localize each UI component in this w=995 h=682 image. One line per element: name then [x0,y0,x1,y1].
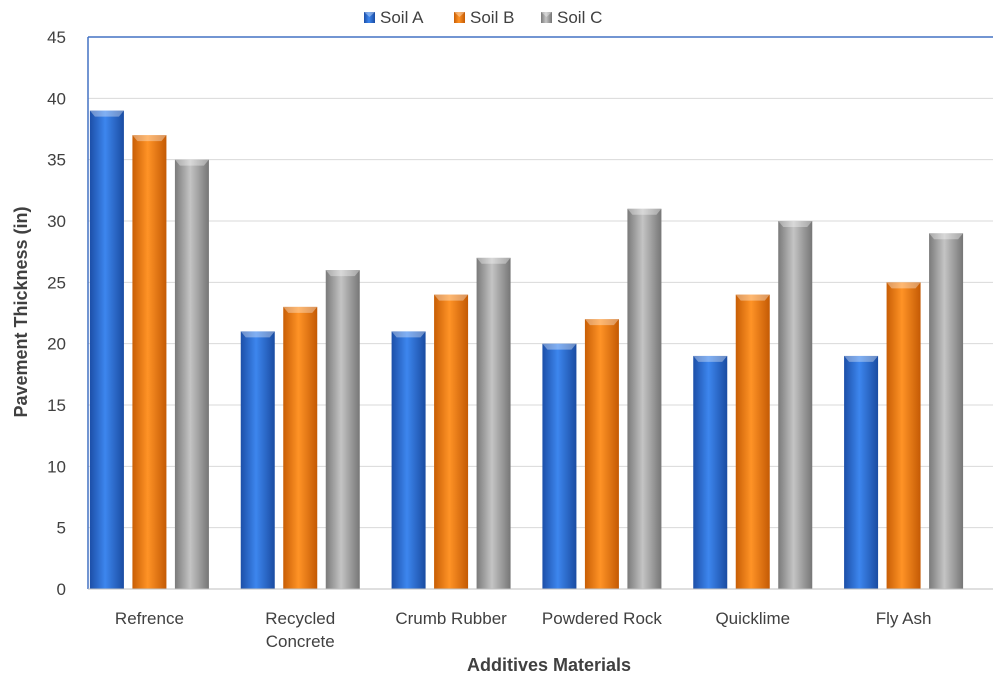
bar-soil-c [476,257,511,589]
y-tick-label: 30 [47,212,66,231]
legend-label: Soil A [380,8,424,27]
bar-cap [391,331,426,338]
bar-cap [584,319,619,326]
bar-cap [735,294,770,301]
y-axis-title: Pavement Thickness (in) [11,206,31,417]
legend-label: Soil C [557,8,602,27]
x-tick-label: Fly Ash [876,609,932,628]
bar-cap [325,270,360,277]
bar-cap [542,343,577,350]
bar-soil-b [886,282,921,589]
bar-cap [627,208,662,215]
legend: Soil A Soil B Soil C [364,8,602,27]
bar-soil-a [391,331,426,589]
y-tick-label: 20 [47,335,66,354]
bar-cap [844,355,879,362]
legend-item-soil-b: Soil B [454,8,514,27]
bar-cap [132,135,167,142]
bar-cap [929,233,964,240]
y-tick-label: 45 [47,28,66,47]
x-axis-title: Additives Materials [467,655,631,675]
legend-swatch-cap [364,12,375,17]
y-tick-labels: 0 5 10 15 20 25 30 35 40 45 [47,28,66,599]
y-tick-label: 25 [47,273,66,292]
bar-cap [283,306,318,313]
x-tick-label: Quicklime [715,609,790,628]
bar-cap [240,331,275,338]
bar-soil-b [735,294,770,589]
legend-swatch-cap [541,12,552,17]
legend-item-soil-a: Soil A [364,8,424,27]
bar-cap [886,282,921,289]
legend-swatch-cap [454,12,465,17]
bar-soil-a [693,355,728,589]
bar-cap [434,294,469,301]
x-tick-label: Recycled Concrete [265,609,335,651]
bar-soil-b [584,319,619,589]
y-tick-label: 0 [57,580,66,599]
bar-cap [778,221,813,227]
legend-swatch [364,12,375,23]
bar-soil-a [844,355,879,589]
y-tick-label: 40 [47,89,66,108]
y-tick-label: 15 [47,396,66,415]
bars [89,110,964,589]
x-tick-label: Crumb Rubber [395,609,507,628]
bar-soil-b [434,294,469,589]
x-tick-label: Refrence [115,609,184,628]
bar-soil-b [283,306,318,589]
legend-item-soil-c: Soil C [541,8,602,27]
bar-soil-c [325,270,360,589]
axes [87,36,993,590]
legend-swatch [541,12,552,23]
legend-label: Soil B [470,8,514,27]
y-tick-label: 10 [47,457,66,476]
bar-soil-c [174,159,209,589]
bar-soil-c [627,208,662,589]
x-tick-labels: Refrence Recycled Concrete Crumb Rubber Powd… [115,609,932,651]
y-tick-label: 35 [47,151,66,170]
bar-cap [174,159,209,166]
bar-cap [476,257,511,264]
bar-soil-c [929,233,964,589]
legend-swatch [454,12,465,23]
bar-soil-b [132,135,167,589]
bar-cap [693,355,728,362]
bar-soil-a [89,110,124,589]
bar-soil-c [778,221,813,589]
bar-soil-a [240,331,275,589]
x-tick-label: Powdered Rock [542,609,663,628]
y-tick-label: 5 [57,519,66,538]
bar-cap [89,110,124,117]
bar-soil-a [542,343,577,589]
